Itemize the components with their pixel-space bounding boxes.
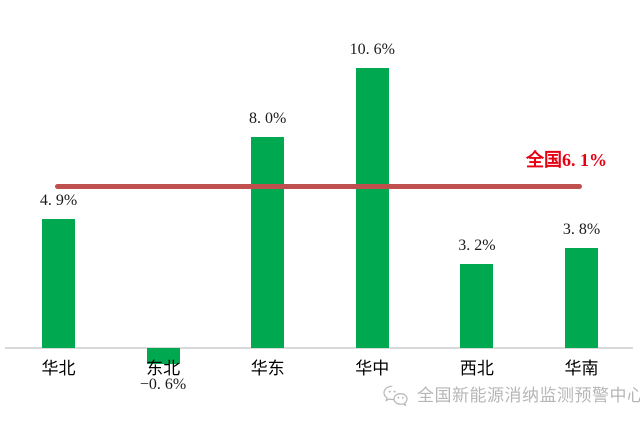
category-label-6: 华南: [564, 359, 599, 378]
category-label-4: 华中: [355, 359, 390, 378]
category-label-3: 华东: [250, 359, 285, 378]
wechat-icon: [383, 385, 408, 408]
bar-4: [355, 68, 389, 348]
value-label-3: 8. 0%: [249, 109, 287, 127]
bar-1: [42, 218, 75, 348]
value-label-1: 4. 9%: [39, 191, 78, 209]
bar-3: [251, 136, 285, 348]
category-label-2: 东北: [146, 359, 181, 378]
national-average-label: 全国6. 1%: [526, 150, 607, 170]
watermark-text: 全国新能源消纳监测预警中心: [417, 386, 640, 405]
bar-2: [146, 348, 180, 364]
category-label-1: 华北: [41, 359, 76, 378]
value-label-5: 3. 2%: [458, 236, 496, 254]
value-label-4: 10. 6%: [349, 41, 395, 59]
x-axis-line: [5, 347, 633, 349]
watermark: 全国新能源消纳监测预警中心: [383, 383, 640, 409]
value-label-6: 3. 8%: [562, 220, 601, 238]
bar-5: [460, 263, 494, 348]
national-average-line: [55, 184, 582, 190]
bar-6: [565, 247, 598, 348]
value-label-2: −0. 6%: [139, 376, 187, 393]
category-label-5: 西北: [459, 359, 494, 378]
